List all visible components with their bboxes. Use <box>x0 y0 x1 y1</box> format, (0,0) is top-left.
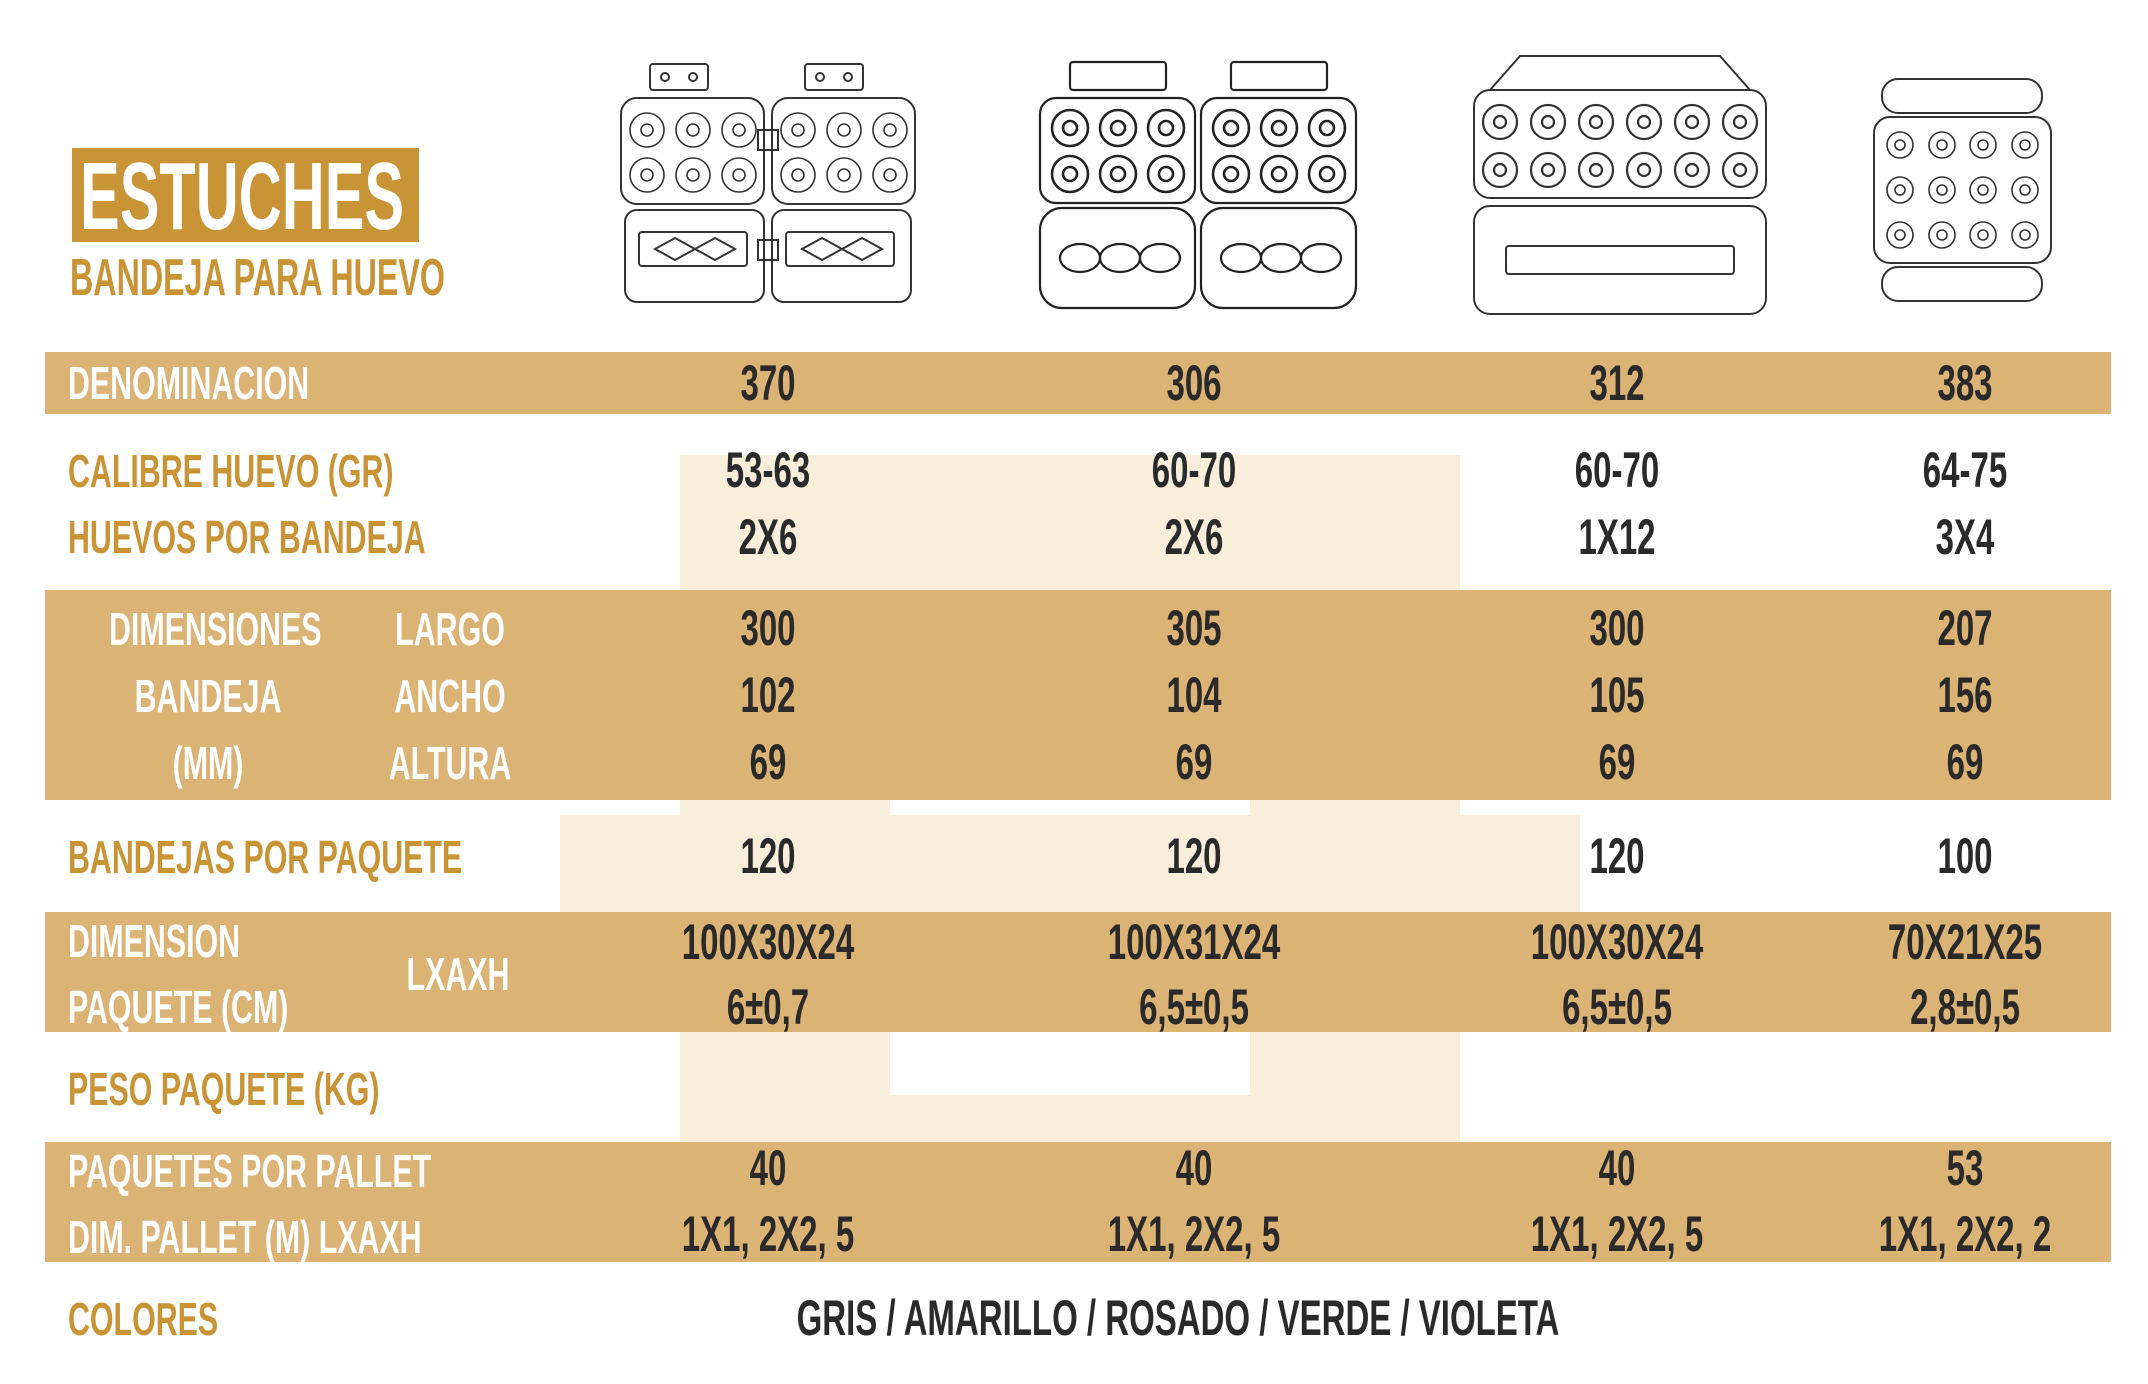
value-calibre: 60-70 <box>1574 442 1660 498</box>
row-bar-dimensiones <box>45 590 2111 800</box>
value-paquetes-pallet: 53 <box>1946 1140 1984 1196</box>
egg-tray-383-icon <box>1873 78 2052 302</box>
value-colores: GRIS / AMARILLO / ROSADO / VERDE / VIOLE… <box>796 1290 1560 1346</box>
label-dim-pallet: DIM. PALLET (M) LXAXH <box>68 1211 422 1263</box>
value-bandejas-paquete: 120 <box>1166 828 1222 884</box>
label-lxaxh: LXAXH <box>406 948 510 1000</box>
value-denominacion: 370 <box>740 355 796 411</box>
title-badge <box>72 148 419 242</box>
label-bandeja: BANDEJA <box>134 670 282 722</box>
label-mm: (MM) <box>172 737 244 789</box>
label-calibre: CALIBRE HUEVO (GR) <box>68 445 394 497</box>
value-largo: 207 <box>1937 600 1993 656</box>
label-altura: ALTURA <box>388 737 512 789</box>
value-peso-paquete: 2,8±0,5 <box>1910 979 2020 1035</box>
label-ancho: ANCHO <box>394 670 506 722</box>
value-paquetes-pallet: 40 <box>1598 1140 1636 1196</box>
value-bandejas-paquete: 120 <box>740 828 796 884</box>
value-ancho: 104 <box>1166 667 1222 723</box>
value-dim-pallet: 1X1, 2X2, 5 <box>681 1206 855 1262</box>
value-dim-paquete: 100X31X24 <box>1107 914 1281 970</box>
label-denominacion: DENOMINACION <box>68 357 310 409</box>
page-subtitle: BANDEJA PARA HUEVO <box>70 249 445 307</box>
value-dim-paquete: 70X21X25 <box>1887 914 2043 970</box>
row-bar-pallet <box>45 1142 2111 1262</box>
value-denominacion: 312 <box>1589 355 1645 411</box>
label-dimensiones: DIMENSIONES <box>108 603 322 655</box>
label-dimension: DIMENSION <box>68 915 241 967</box>
egg-tray-306-icon <box>1038 60 1358 310</box>
value-dim-paquete: 100X30X24 <box>1530 914 1704 970</box>
value-huevos: 3X4 <box>1935 509 1995 565</box>
page-title: ESTUCHES <box>80 143 405 250</box>
value-calibre: 60-70 <box>1151 442 1237 498</box>
row-bar-denominacion <box>45 352 2111 414</box>
row-bar-dimension-paquete <box>45 912 2111 1032</box>
value-calibre: 53-63 <box>725 442 811 498</box>
value-peso-paquete: 6,5±0,5 <box>1139 979 1249 1035</box>
value-ancho: 102 <box>740 667 796 723</box>
label-peso-paquete: PESO PAQUETE (KG) <box>68 1063 380 1115</box>
value-altura: 69 <box>1598 734 1636 790</box>
value-ancho: 105 <box>1589 667 1645 723</box>
label-bandejas-paquete: BANDEJAS POR PAQUETE <box>68 831 463 883</box>
value-largo: 305 <box>1166 600 1222 656</box>
label-paquetes-pallet: PAQUETES POR PALLET <box>68 1145 432 1197</box>
value-dim-pallet: 1X1, 2X2, 5 <box>1530 1206 1704 1262</box>
value-dim-pallet: 1X1, 2X2, 2 <box>1878 1206 2052 1262</box>
value-calibre: 64-75 <box>1922 442 2008 498</box>
value-peso-paquete: 6,5±0,5 <box>1562 979 1672 1035</box>
label-huevos: HUEVOS POR BANDEJA <box>68 511 426 563</box>
value-paquetes-pallet: 40 <box>1175 1140 1213 1196</box>
value-peso-paquete: 6±0,7 <box>726 979 810 1035</box>
value-altura: 69 <box>1946 734 1984 790</box>
value-altura: 69 <box>749 734 787 790</box>
value-bandejas-paquete: 120 <box>1589 828 1645 884</box>
value-largo: 300 <box>740 600 796 656</box>
egg-tray-312-icon <box>1473 55 1767 315</box>
label-largo: LARGO <box>395 603 505 655</box>
value-dim-paquete: 100X30X24 <box>681 914 855 970</box>
value-altura: 69 <box>1175 734 1213 790</box>
value-denominacion: 383 <box>1937 355 1993 411</box>
value-huevos: 2X6 <box>1164 509 1224 565</box>
value-largo: 300 <box>1589 600 1645 656</box>
value-dim-pallet: 1X1, 2X2, 5 <box>1107 1206 1281 1262</box>
value-huevos: 1X12 <box>1578 509 1656 565</box>
value-bandejas-paquete: 100 <box>1937 828 1993 884</box>
egg-tray-370-icon <box>620 63 916 303</box>
value-ancho: 156 <box>1937 667 1993 723</box>
value-paquetes-pallet: 40 <box>749 1140 787 1196</box>
label-paquete-cm: PAQUETE (CM) <box>68 981 289 1033</box>
value-denominacion: 306 <box>1166 355 1222 411</box>
label-colores: COLORES <box>68 1293 219 1345</box>
value-huevos: 2X6 <box>738 509 798 565</box>
